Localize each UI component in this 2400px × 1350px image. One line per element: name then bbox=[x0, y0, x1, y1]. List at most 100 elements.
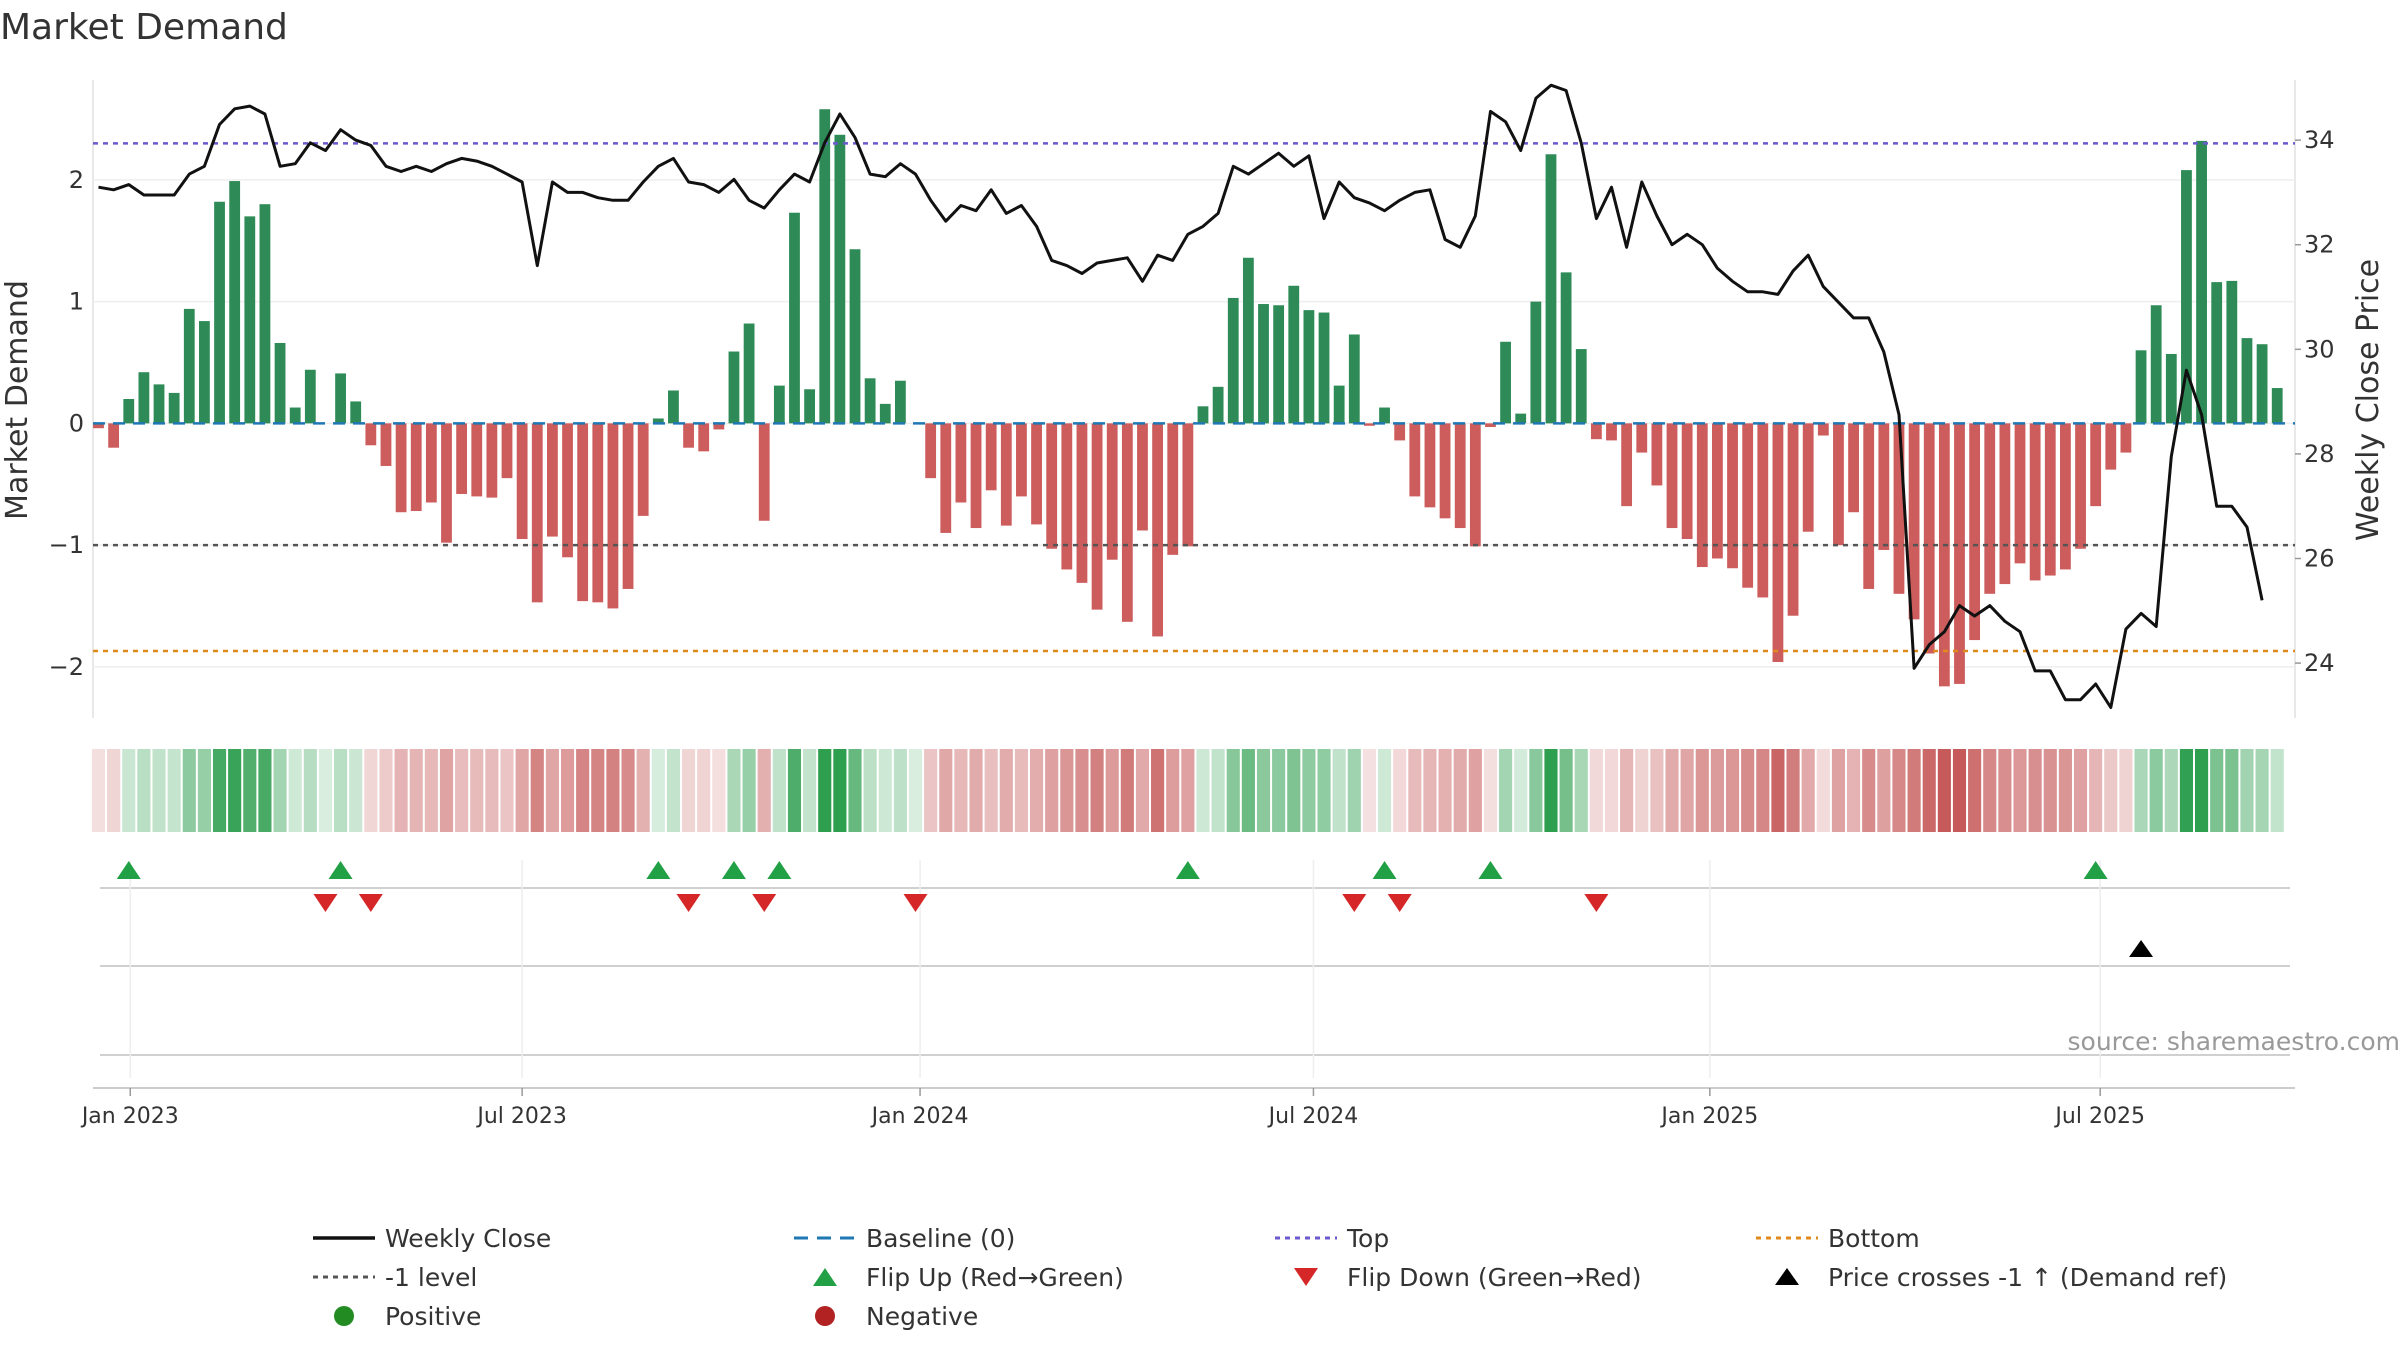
demand-bar-positive bbox=[123, 399, 135, 424]
demand-bar-positive bbox=[1318, 312, 1330, 424]
strip-cell bbox=[273, 749, 287, 832]
strip-cell bbox=[1831, 749, 1846, 832]
demand-bar-negative bbox=[985, 423, 997, 491]
strip-cell bbox=[1408, 749, 1422, 832]
demand-bar-negative bbox=[1016, 423, 1027, 497]
strip-cell bbox=[515, 749, 529, 832]
date-tick-label: Jul 2025 bbox=[2053, 1104, 2145, 1129]
flip-down-marker bbox=[1342, 894, 1367, 912]
demand-bar-negative bbox=[93, 423, 104, 429]
strip-cell bbox=[1589, 749, 1603, 832]
strip-cell bbox=[636, 749, 650, 832]
demand-bar-negative bbox=[1182, 423, 1194, 547]
strip-cell bbox=[91, 749, 106, 832]
strip-cell bbox=[2134, 749, 2148, 832]
strip-cell bbox=[666, 749, 681, 832]
date-tick-label: Jul 2023 bbox=[475, 1104, 567, 1129]
legend-label: Negative bbox=[866, 1302, 978, 1331]
strip-cell bbox=[1862, 749, 1876, 832]
strip-cell bbox=[1287, 749, 1301, 832]
strip-cell bbox=[924, 749, 938, 832]
date-tick-label: Jul 2024 bbox=[1267, 1104, 1359, 1129]
strip-cell bbox=[560, 749, 575, 832]
flip-down-marker bbox=[903, 894, 928, 912]
flip-down-marker bbox=[358, 894, 383, 912]
y2-tick-label: 26 bbox=[2304, 545, 2335, 573]
demand-bar-negative bbox=[1152, 423, 1163, 637]
legend-label: Top bbox=[1346, 1224, 1389, 1253]
strip-cell bbox=[1120, 749, 1134, 832]
strip-cell bbox=[1756, 749, 1770, 832]
strip-cell bbox=[727, 749, 741, 832]
strip-cell bbox=[939, 749, 953, 832]
strip-cell bbox=[742, 749, 756, 832]
demand-bar-positive bbox=[199, 321, 210, 424]
strip-cell bbox=[1847, 749, 1861, 832]
date-tick-label: Jan 2025 bbox=[1659, 1104, 1758, 1129]
strip-cell bbox=[2164, 749, 2178, 832]
demand-bar-positive bbox=[652, 418, 664, 424]
strip-cell bbox=[1559, 749, 1573, 832]
strip-cell bbox=[2013, 749, 2027, 832]
strip-cell bbox=[530, 749, 544, 832]
demand-bar-negative bbox=[1712, 423, 1723, 559]
demand-bar-positive bbox=[1500, 341, 1511, 424]
demand-bar-negative bbox=[1409, 423, 1421, 497]
source-note: source: sharemaestro.com bbox=[2068, 1027, 2400, 1056]
y2-tick-label: 32 bbox=[2304, 231, 2335, 259]
strip-cell bbox=[878, 749, 892, 832]
demand-bar-positive bbox=[894, 380, 906, 424]
demand-bar-negative bbox=[501, 423, 513, 479]
y2-tick-label: 24 bbox=[2304, 649, 2335, 677]
demand-bar-negative bbox=[1485, 423, 1496, 428]
demand-bar-negative bbox=[425, 423, 437, 503]
strip-cell bbox=[1877, 749, 1891, 832]
strip-cell bbox=[334, 749, 348, 832]
demand-bar-negative bbox=[1076, 423, 1088, 583]
demand-bar-negative bbox=[1923, 423, 1935, 654]
strip-cell bbox=[2089, 749, 2103, 832]
demand-bar-negative bbox=[1787, 423, 1799, 616]
strip-cell bbox=[863, 749, 877, 832]
strip-cell bbox=[1695, 749, 1709, 832]
strip-cell bbox=[122, 749, 136, 832]
strip-cell bbox=[621, 749, 635, 832]
demand-bar-negative bbox=[1696, 423, 1708, 568]
strip-cell bbox=[1272, 749, 1286, 832]
demand-bar-positive bbox=[1545, 154, 1557, 424]
date-tick-label: Jan 2024 bbox=[870, 1104, 969, 1129]
strip-cell bbox=[1453, 749, 1467, 832]
strip-cell bbox=[2255, 749, 2269, 832]
demand-bar-positive bbox=[804, 389, 816, 424]
strip-cell bbox=[1650, 749, 1664, 832]
strip-cell bbox=[2043, 749, 2057, 832]
y2-tick-label: 30 bbox=[2304, 335, 2335, 363]
demand-bar-positive bbox=[1258, 304, 1269, 424]
demand-bar-negative bbox=[2044, 423, 2056, 576]
strip-cell bbox=[1135, 749, 1150, 832]
demand-bar-negative bbox=[970, 423, 982, 529]
strip-cell bbox=[424, 749, 438, 832]
demand-bar-positive bbox=[819, 109, 831, 424]
strip-cell bbox=[803, 749, 817, 832]
demand-bar-positive bbox=[274, 342, 286, 424]
demand-bar-negative bbox=[955, 423, 967, 503]
demand-bar-negative bbox=[1999, 423, 2011, 585]
demand-bar-positive bbox=[1242, 257, 1254, 424]
strip-cell bbox=[1029, 749, 1044, 832]
demand-bar-negative bbox=[925, 423, 937, 479]
strip-cell bbox=[1514, 749, 1528, 832]
strip-cell bbox=[591, 749, 605, 832]
strip-cell bbox=[2104, 749, 2118, 832]
strip-cell bbox=[1196, 749, 1210, 832]
flip-up-marker bbox=[1175, 861, 1200, 879]
strip-cell bbox=[1907, 749, 1921, 832]
demand-bar-negative bbox=[2090, 423, 2102, 507]
demand-bar-positive bbox=[1575, 349, 1587, 424]
strip-cell bbox=[787, 749, 802, 832]
demand-bar-positive bbox=[2150, 305, 2162, 424]
strip-cell bbox=[651, 749, 665, 832]
strip-cell bbox=[182, 749, 196, 832]
demand-bar-negative bbox=[1908, 423, 1920, 620]
